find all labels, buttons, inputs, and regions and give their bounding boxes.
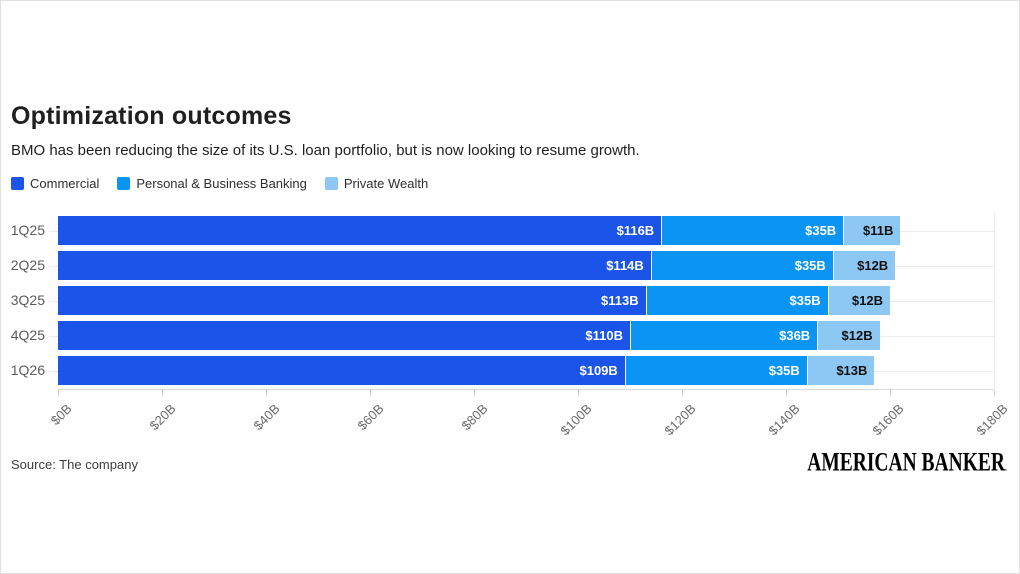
legend-item-personal-business-banking: Personal & Business Banking	[117, 176, 307, 191]
x-axis-tick	[578, 390, 579, 396]
x-axis-tick	[162, 390, 163, 396]
source-note: Source: The company	[11, 457, 138, 472]
category-label: 4Q25	[10, 327, 45, 343]
bar-segment: $13B	[806, 356, 875, 385]
x-tick-label: $60B	[354, 401, 387, 434]
bar-segment: $12B	[817, 321, 880, 350]
legend-label: Private Wealth	[343, 176, 429, 191]
page-title: Optimization outcomes	[11, 102, 292, 130]
legend-label: Commercial	[30, 176, 100, 191]
bar-segment: $36B	[630, 321, 818, 350]
legend-swatch-personal-business-banking	[117, 177, 131, 190]
bar-segment: $114B	[58, 251, 651, 280]
x-axis-tick	[994, 390, 995, 396]
bar-row: $109B $35B $13B	[58, 356, 875, 385]
bar-value-label: $12B	[851, 293, 883, 308]
x-axis-tick	[890, 390, 891, 396]
bar-segment: $116B	[58, 216, 662, 245]
legend-item-private-wealth: Private Wealth	[324, 176, 429, 191]
bar-value-label: $11B	[863, 223, 894, 238]
bar-value-label: $35B	[768, 363, 800, 378]
legend: Commercial Personal & Business Banking P…	[11, 176, 428, 191]
x-axis-line	[58, 389, 994, 390]
bar-segment: $35B	[650, 251, 833, 280]
bar-segment: $12B	[827, 286, 890, 315]
bar-segment: $12B	[832, 251, 896, 280]
category-label: 3Q25	[10, 292, 45, 308]
category-label: 2Q25	[10, 257, 45, 273]
x-axis-tick	[370, 390, 371, 396]
bar-row: $114B $35B $12B	[58, 251, 896, 280]
x-axis-tick	[266, 390, 267, 396]
x-tick-label: $40B	[250, 401, 283, 434]
bar-row: $110B $36B $12B	[58, 321, 880, 350]
x-axis-tick	[682, 390, 683, 396]
bar-value-label: $12B	[857, 258, 889, 273]
x-tick-label: $120B	[661, 401, 699, 439]
bar-value-label: $35B	[794, 258, 826, 273]
legend-swatch-private-wealth	[324, 177, 338, 190]
bar-segment: $35B	[624, 356, 807, 385]
bar-value-label: $110B	[585, 328, 623, 343]
bar-segment: $113B	[58, 286, 646, 315]
x-axis-tick	[474, 390, 475, 396]
bar-value-label: $109B	[579, 363, 618, 378]
category-label: 1Q26	[10, 362, 45, 378]
bar-segment: $11B	[843, 216, 901, 245]
x-tick-label: $100B	[557, 401, 595, 439]
x-tick-label: $0B	[47, 401, 75, 428]
bar-value-label: $116B	[616, 223, 655, 238]
bar-value-label: $13B	[836, 363, 868, 378]
american-banker-logo: AMERICAN BANKER.	[807, 448, 1007, 477]
bar-value-label: $12B	[841, 328, 873, 343]
legend-item-commercial: Commercial	[11, 176, 99, 191]
bar-value-label: $114B	[606, 258, 644, 273]
bar-value-label: $36B	[779, 328, 811, 343]
bar-value-label: $113B	[601, 293, 639, 308]
bar-segment: $35B	[661, 216, 844, 245]
bar-row: $116B $35B $11B	[58, 216, 901, 245]
bar-segment: $35B	[645, 286, 828, 315]
bar-value-label: $35B	[805, 223, 837, 238]
x-axis-tick	[58, 390, 59, 396]
stacked-bar-chart: 1Q25 $116B $35B $11B 2Q25 $114B $35B $12B 3Q25 $1…	[1, 1, 1019, 451]
bar-row: $113B $35B $12B	[58, 286, 890, 315]
x-tick-label: $80B	[458, 401, 491, 434]
x-tick-label: $140B	[765, 401, 803, 439]
x-axis-tick	[786, 390, 787, 396]
plot-right-gridline	[994, 212, 995, 389]
legend-label: Personal & Business Banking	[136, 176, 307, 191]
x-tick-label: $20B	[146, 401, 179, 434]
category-label: 1Q25	[10, 222, 45, 238]
bar-segment: $109B	[58, 356, 625, 385]
bar-value-label: $35B	[789, 293, 821, 308]
chart-subtitle: BMO has been reducing the size of its U.…	[11, 142, 640, 159]
legend-swatch-commercial	[11, 177, 24, 190]
bar-segment: $110B	[58, 321, 630, 350]
